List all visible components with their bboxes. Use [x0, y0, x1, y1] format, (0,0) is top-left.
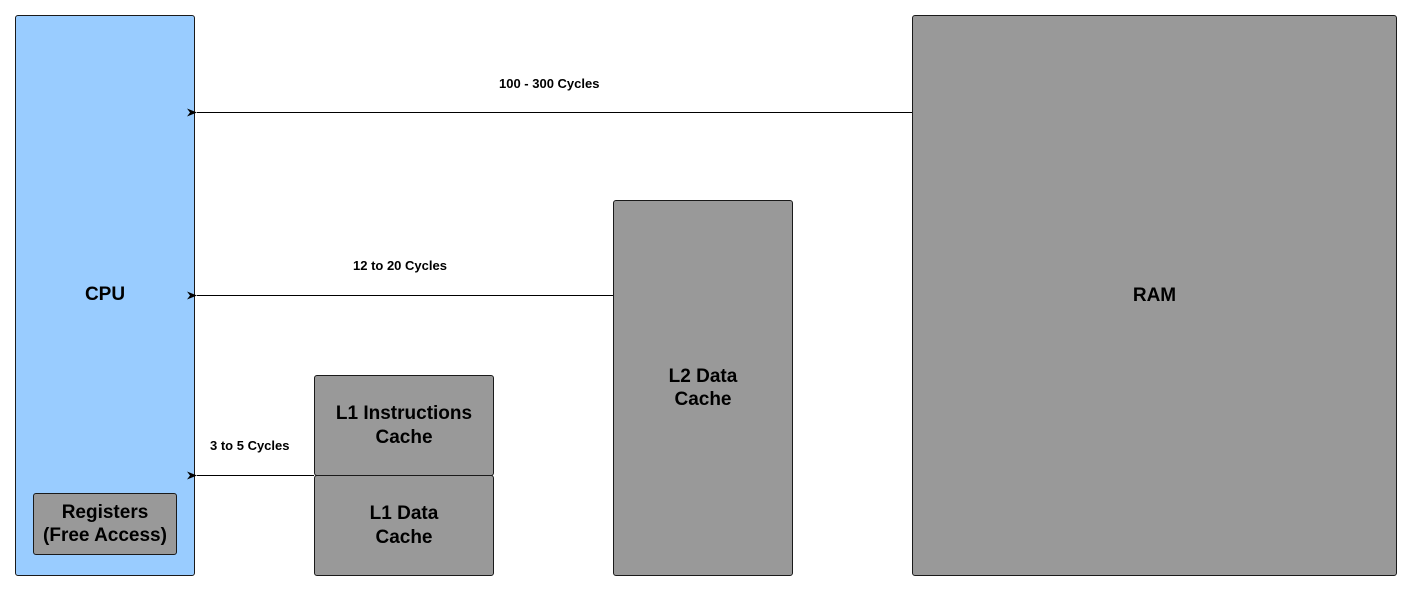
registers-label-line1: Registers — [61, 501, 149, 523]
ram-latency-label: 100 - 300 Cycles — [499, 76, 600, 91]
l2-data-label-line2: Cache — [674, 389, 732, 410]
l1-instructions-label-line1: L1 Instructions — [335, 403, 473, 425]
ram-label: RAM — [1132, 284, 1177, 306]
l2-data-cache-node: L2 Data Cache — [613, 200, 793, 576]
l1-data-cache-node: L1 Data Cache — [314, 475, 494, 576]
l2-data-label-line1: L2 Data — [668, 365, 738, 387]
cpu-node — [15, 15, 195, 576]
ram-node: RAM — [912, 15, 1397, 576]
l1-data-label-line2: Cache — [375, 526, 433, 548]
l1-instructions-label-line2: Cache — [375, 426, 433, 448]
cpu-label: CPU — [84, 284, 126, 305]
l2-latency-label: 12 to 20 Cycles — [353, 258, 447, 273]
l1-data-label-line1: L1 Data — [369, 503, 439, 525]
l1-latency-label: 3 to 5 Cycles — [210, 438, 290, 453]
registers-node: Registers (Free Access) — [33, 493, 177, 555]
registers-label-line2: (Free Access) — [43, 525, 167, 546]
